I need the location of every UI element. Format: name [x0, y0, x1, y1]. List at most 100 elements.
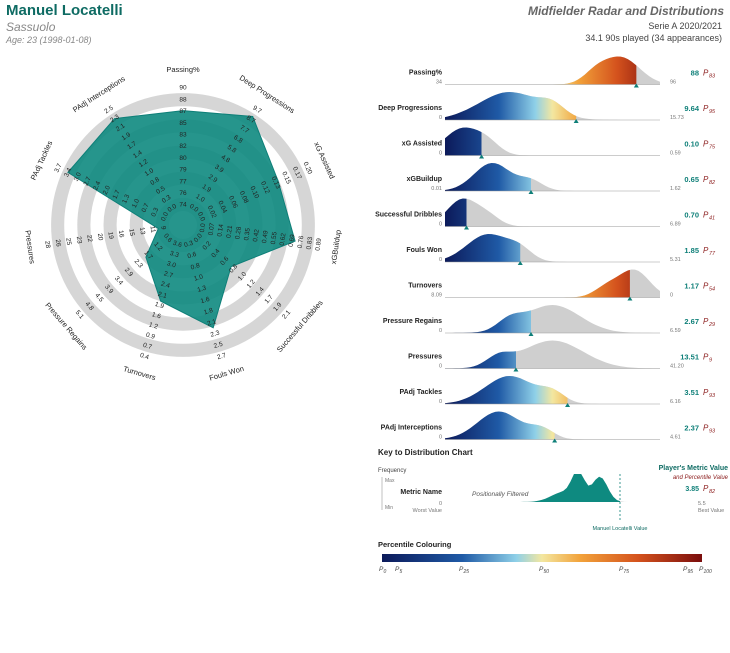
radar-tick-label: 0.3 — [161, 194, 173, 205]
value-marker — [513, 367, 519, 372]
distribution-grey — [445, 198, 660, 227]
radar-tick-label: 11 — [149, 226, 157, 234]
distribution-max-label: 6.59 — [670, 328, 681, 334]
player-value: 0.10 — [684, 140, 699, 149]
legend-tick-p: P — [683, 566, 688, 573]
distribution-colored — [445, 163, 531, 191]
key-best: Best Value — [698, 508, 724, 514]
percentile-subscript: 95 — [709, 109, 716, 115]
player-value: 0.65 — [684, 175, 699, 184]
percentile-value: P — [703, 140, 709, 149]
percentile-value: P — [703, 175, 709, 184]
radar-tick-label: 2.1 — [157, 291, 168, 300]
radar-tick-label: 0.12 — [259, 180, 271, 195]
radar-tick-label: 87 — [179, 108, 187, 115]
distribution-metric-label: Pressure Regains — [383, 318, 442, 325]
radar-tick-label: 7.7 — [239, 124, 251, 135]
radar-tick-label: 90 — [179, 85, 187, 92]
key-max: Max — [385, 478, 395, 484]
percentile-subscript: 77 — [709, 251, 716, 257]
key-sample-percentile: P — [703, 484, 709, 493]
radar-tick-label: 1.7 — [126, 140, 138, 151]
radar-tick-label: 0.8 — [190, 262, 201, 271]
legend-title: Percentile Colouring — [378, 540, 452, 549]
radar-tick-label: 0.8 — [228, 263, 239, 275]
key-metric-name: Metric Name — [400, 489, 442, 496]
distribution-colored — [445, 351, 516, 369]
radar-tick-label: 3.4 — [63, 167, 73, 178]
played-label: 34.1 90s played (34 appearances) — [585, 33, 722, 43]
value-marker — [528, 332, 534, 336]
radar-tick-label: 13 — [138, 227, 146, 236]
distribution-min-label: 0 — [439, 151, 442, 157]
distribution-colored — [445, 310, 531, 333]
radar-tick-label: 4.8 — [220, 154, 232, 165]
radar-tick-label: 0.10 — [248, 185, 260, 200]
radar-tick-label: 0.02 — [206, 205, 218, 220]
radar-tick-label: 0.5 — [155, 185, 167, 196]
radar-tick-label: 1.0 — [131, 198, 141, 209]
value-marker — [528, 190, 534, 194]
radar-metric-label: Passing% — [166, 65, 200, 74]
radar-tick-label: 1.0 — [237, 271, 248, 283]
radar-tick-label: 26 — [54, 239, 62, 248]
percentile-subscript: 29 — [708, 322, 715, 328]
distribution-metric-label: Successful Dribbles — [375, 212, 442, 219]
distribution-min-label: 34 — [436, 80, 442, 86]
key-marker-label: Manuel Locatelli Value — [593, 526, 648, 532]
radar-tick-label: 25 — [64, 237, 72, 246]
distribution-min-label: 0.01 — [431, 186, 442, 192]
radar-tick-label: 3.9 — [213, 164, 225, 175]
radar-tick-label: 22 — [85, 234, 93, 243]
player-value: 3.51 — [684, 388, 699, 397]
radar-tick-label: 0.55 — [270, 231, 279, 245]
key-filtered: Positionally Filtered — [472, 491, 529, 498]
player-value: 0.70 — [684, 211, 699, 220]
player-value: 88 — [691, 69, 699, 78]
distribution-max-label: 1.62 — [670, 186, 681, 192]
value-marker — [565, 403, 571, 407]
radar-tick-label: 2.0 — [102, 184, 112, 195]
key-player-value-label: Player's Metric Value — [659, 465, 728, 472]
distribution-colored — [445, 92, 577, 120]
distribution-max-label: 6.16 — [670, 399, 681, 405]
radar-tick-label: 1.2 — [152, 241, 163, 253]
radar-metric-label: Pressures — [23, 230, 37, 265]
radar-tick-label: 79 — [179, 167, 187, 174]
player-value: 2.67 — [684, 317, 699, 326]
distribution-max-label: 5.31 — [670, 257, 681, 263]
distribution-max-label: 15.73 — [670, 115, 684, 121]
legend-tick-label: 0 — [384, 569, 387, 575]
radar-tick-label: 0.83 — [306, 236, 315, 250]
key-zero: 0 — [439, 501, 442, 507]
radar-tick-label: 19 — [106, 231, 114, 240]
radar-tick-label: 15 — [127, 228, 135, 237]
radar-tick-label: 2.7 — [163, 270, 174, 279]
distribution-grey — [445, 340, 660, 369]
percentile-subscript: 83 — [709, 74, 716, 80]
radar-tick-label: 0.14 — [216, 223, 225, 237]
distribution-max-label: 96 — [670, 80, 676, 86]
radar-tick-label: 0.28 — [234, 226, 243, 240]
radar-tick-label: 0.0 — [167, 203, 179, 214]
player-value: 2.37 — [684, 424, 699, 433]
distribution-min-label: 0 — [439, 328, 442, 334]
radar-tick-label: 0.6 — [219, 255, 230, 267]
radar-tick-label: 0.0 — [160, 211, 170, 222]
legend-tick-label: 50 — [544, 569, 550, 575]
percentile-value: P — [703, 388, 709, 397]
distribution-max-label: 0.59 — [670, 151, 681, 157]
radar-tick-label: 82 — [179, 143, 187, 150]
key-title: Key to Distribution Chart — [378, 448, 473, 457]
radar-tick-label: 83 — [179, 132, 187, 139]
value-marker — [517, 261, 523, 265]
radar-tick-label: 1.7 — [263, 294, 274, 306]
radar-tick-label: 3.9 — [103, 284, 114, 296]
radar-tick-label: 0.4 — [139, 352, 150, 361]
radar-tick-label: 0.0 — [188, 203, 200, 214]
key-sample-percentile-sub: 82 — [709, 489, 715, 495]
radar-tick-label: 1.7 — [142, 250, 153, 262]
radar-tick-label: 0.49 — [261, 230, 270, 244]
legend-tick-p: P — [619, 566, 624, 573]
radar-tick-label: 1.2 — [246, 278, 257, 290]
